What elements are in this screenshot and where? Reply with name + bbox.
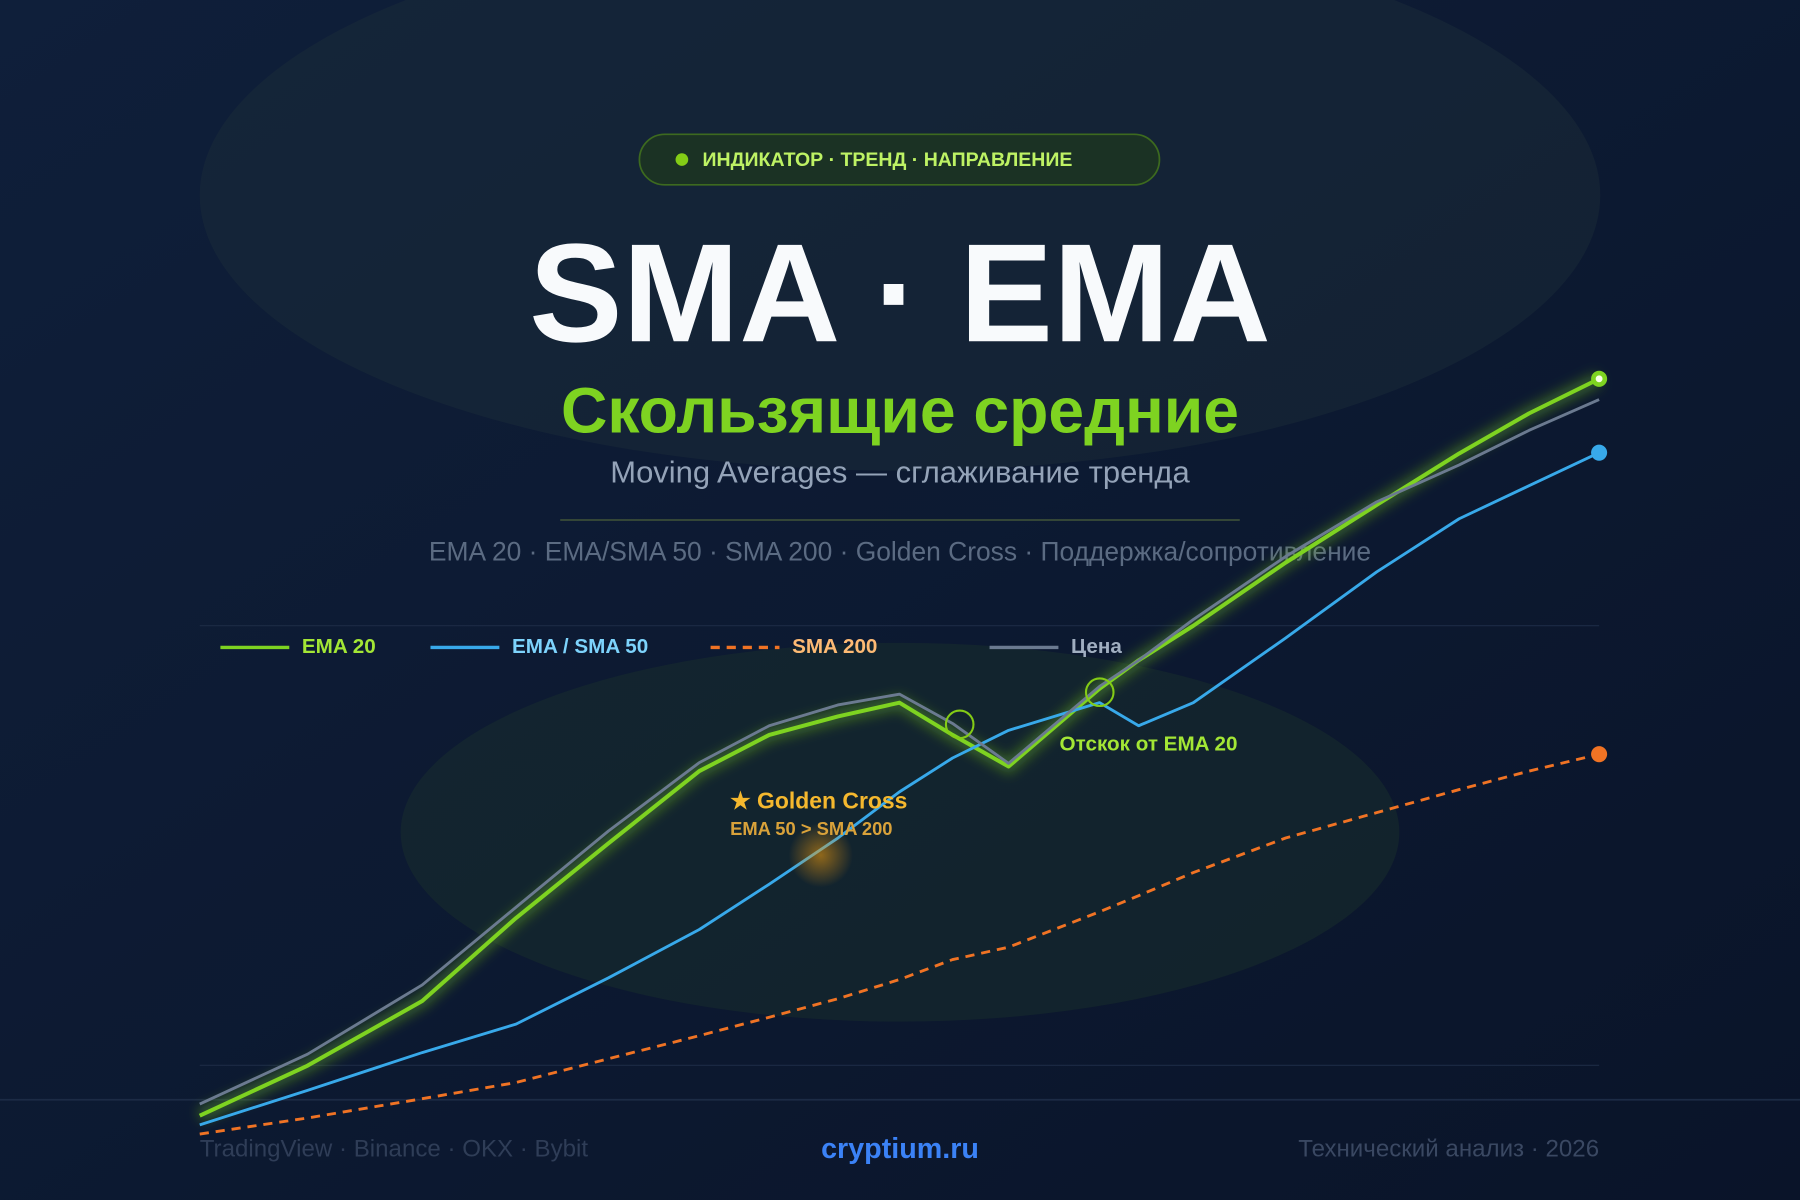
- badge-dot: [675, 153, 689, 166]
- backdrop-ellipse: [400, 642, 1400, 1022]
- badge-text: ИНДИКАТОР · ТРЕНД · НАПРАВЛЕНИЕ: [703, 149, 1073, 171]
- golden-cross-glow: [788, 823, 853, 888]
- cross-marker: [1084, 677, 1115, 708]
- topics: EMA 20 · EMA/SMA 50 · SMA 200 · Golden C…: [429, 536, 1371, 566]
- footer-right: Технический анализ · 2026: [1298, 1136, 1599, 1163]
- legend-label: Цена: [1071, 635, 1122, 658]
- legend-label: EMA / SMA 50: [512, 635, 648, 658]
- badge: [638, 133, 1161, 186]
- annotation: EMA 50 > SMA 200: [730, 818, 892, 839]
- annotation: Отскок от EMA 20: [1060, 732, 1238, 755]
- legend: EMA 20 EMA / SMA 50 SMA 200 Цена: [220, 635, 1122, 658]
- end-dot: [1591, 746, 1608, 763]
- plot: [196, 370, 1608, 1136]
- series-line: [199, 752, 1600, 1136]
- footer-left: TradingView · Binance · OKX · Bybit: [200, 1136, 589, 1163]
- series-line: [198, 377, 1600, 1118]
- series-line: [199, 398, 1600, 1106]
- end-dot: [1591, 444, 1608, 461]
- tagline: Moving Averages — сглаживание тренда: [610, 454, 1190, 489]
- series-line: [199, 451, 1600, 1127]
- backdrop-ellipse: [199, 0, 1601, 471]
- end-dot-core: [1595, 375, 1603, 383]
- legend-label: EMA 20: [302, 635, 376, 658]
- title: SMA · EMA: [529, 214, 1271, 371]
- annotation: ★ Golden Cross: [730, 787, 907, 813]
- subtitle: Скользящие средние: [561, 375, 1239, 447]
- legend-label: SMA 200: [792, 635, 877, 658]
- footer-brand: cryptium.ru: [821, 1133, 979, 1165]
- cross-marker: [944, 709, 975, 740]
